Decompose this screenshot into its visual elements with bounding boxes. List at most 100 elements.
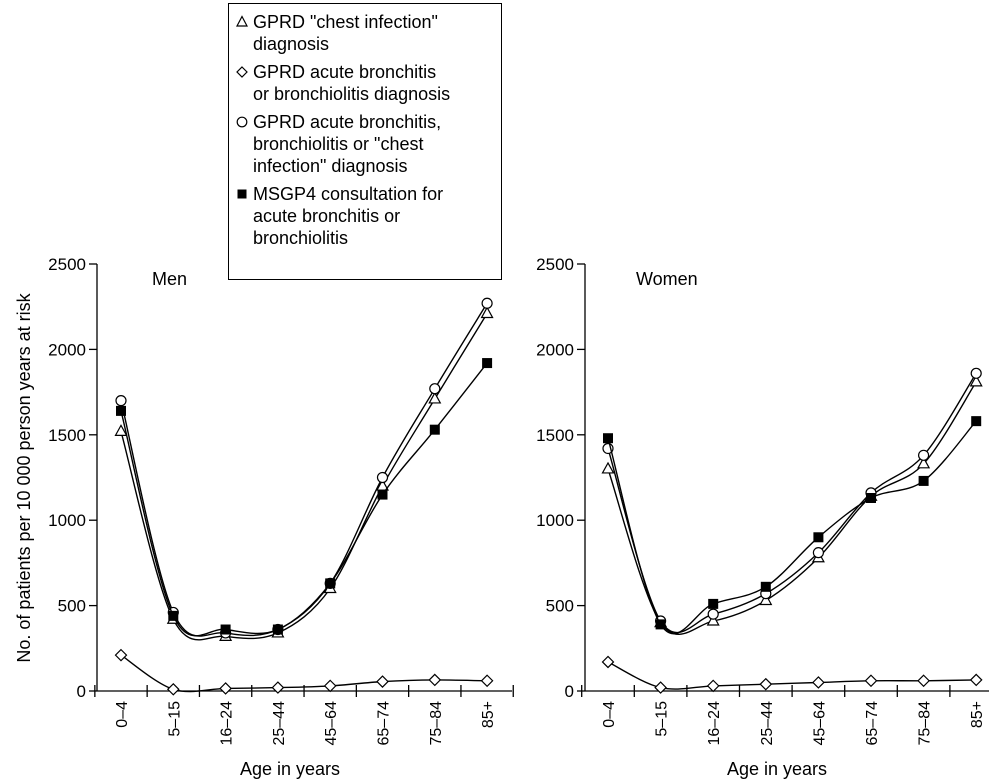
y-tick-label: 2000 bbox=[536, 340, 574, 359]
diamond-point-65-74 bbox=[864, 674, 878, 688]
series-line bbox=[607, 381, 977, 636]
panel-title: Men bbox=[152, 269, 187, 289]
triangle-point-16-24 bbox=[706, 613, 720, 626]
diamond-point-25-44 bbox=[759, 677, 773, 691]
circle-point-85 bbox=[970, 367, 982, 379]
diamond-point-45-64 bbox=[812, 676, 825, 689]
women-chart: 0 500 1000 1500 2000 2500 0–4 5–15 16–24 25–44 45–… bbox=[536, 255, 989, 779]
x-tick-label-0-4: 0–4 bbox=[601, 701, 618, 728]
diamond-point-25-44 bbox=[271, 681, 285, 694]
x-tick-label-65-74: 65–74 bbox=[864, 701, 881, 746]
y-axis-label: No. of patients per 10 000 person years … bbox=[14, 292, 34, 662]
square-point-65-74 bbox=[866, 492, 876, 503]
series-circle bbox=[602, 367, 982, 634]
triangle-marker-icon bbox=[235, 11, 253, 33]
square-point-16-24 bbox=[708, 598, 719, 609]
circle-point-65-74 bbox=[376, 471, 389, 484]
y-tick-label: 500 bbox=[546, 597, 574, 616]
y-tick-label: 1000 bbox=[48, 511, 86, 530]
square-point-5-15 bbox=[655, 619, 666, 630]
series-square bbox=[116, 358, 493, 637]
series-circle bbox=[115, 297, 493, 639]
x-tick-label-5-15: 5–15 bbox=[166, 701, 183, 737]
diamond-point-85 bbox=[969, 673, 983, 687]
x-tick-label-45-64: 45–64 bbox=[811, 701, 828, 746]
series-diamond bbox=[114, 648, 494, 696]
diamond-point-0-4 bbox=[601, 655, 615, 669]
circle-point-16-24 bbox=[707, 608, 719, 620]
y-tick-label: 500 bbox=[58, 597, 86, 616]
triangle-point-0-4 bbox=[601, 461, 615, 474]
square-point-65-74 bbox=[377, 489, 388, 500]
square-point-0-4 bbox=[603, 433, 613, 444]
legend-item-combined: GPRD acute bronchitis, bronchiolitis or … bbox=[235, 111, 495, 177]
x-tick-label-0-4: 0–4 bbox=[114, 701, 131, 728]
y-tick-label: 2500 bbox=[536, 255, 574, 274]
circle-point-45-64 bbox=[812, 547, 825, 559]
x-axis-label: Age in years bbox=[727, 759, 827, 779]
square-point-45-64 bbox=[813, 532, 824, 543]
series-triangle bbox=[601, 374, 983, 636]
triangle-point-75-84 bbox=[917, 456, 931, 469]
y-tick-label: 1000 bbox=[536, 511, 574, 530]
x-tick-label-16-24: 16–24 bbox=[219, 701, 236, 746]
x-tick-label-16-24: 16–24 bbox=[706, 701, 723, 746]
triangle-point-85 bbox=[969, 374, 983, 387]
x-tick-label-45-64: 45–64 bbox=[323, 701, 340, 746]
series-line bbox=[120, 313, 488, 641]
square-point-25-44 bbox=[272, 624, 283, 635]
square-point-75-84 bbox=[918, 475, 929, 486]
legend-label: GPRD "chest infection" diagnosis bbox=[253, 12, 438, 54]
series-line bbox=[607, 372, 977, 634]
legend-item-acute-bronchitis: GPRD acute bronchitis or bronchiolitis d… bbox=[235, 61, 495, 105]
series-triangle bbox=[114, 306, 494, 641]
diamond-point-5-15 bbox=[166, 682, 180, 696]
square-marker-icon bbox=[235, 183, 253, 205]
diamond-point-0-4 bbox=[114, 648, 128, 662]
y-tick-label: 2500 bbox=[48, 255, 86, 274]
square-point-85 bbox=[971, 416, 982, 427]
y-tick-label: 0 bbox=[77, 682, 86, 701]
legend-item-msgp4: MSGP4 consultation for acute bronchitis … bbox=[235, 183, 495, 249]
x-tick-label-75-84: 75–84 bbox=[917, 701, 934, 746]
y-tick-label: 1500 bbox=[536, 426, 574, 445]
x-tick-label-75-84: 75–84 bbox=[428, 701, 445, 746]
square-point-5-15 bbox=[168, 610, 179, 621]
legend-label: MSGP4 consultation for acute bronchitis … bbox=[253, 184, 444, 248]
series-diamond bbox=[601, 655, 983, 694]
diamond-point-45-64 bbox=[323, 679, 337, 693]
y-tick-label: 1500 bbox=[48, 426, 86, 445]
square-point-25-44 bbox=[760, 581, 771, 592]
circle-point-0-4 bbox=[115, 395, 127, 407]
x-tick-label-25-44: 25–44 bbox=[759, 701, 776, 746]
x-tick-label-85: 85+ bbox=[480, 701, 497, 728]
legend-label: GPRD acute bronchitis, bronchiolitis or … bbox=[253, 112, 442, 176]
diamond-point-75-84 bbox=[917, 674, 930, 688]
x-tick-label-85: 85+ bbox=[969, 701, 986, 728]
diamond-point-75-84 bbox=[428, 673, 442, 687]
panel-title: Women bbox=[636, 269, 698, 289]
x-tick-label-25-44: 25–44 bbox=[271, 701, 288, 746]
square-point-45-64 bbox=[325, 578, 336, 589]
diamond-point-5-15 bbox=[654, 681, 667, 694]
legend-label: GPRD acute bronchitis or bronchiolitis d… bbox=[253, 62, 451, 104]
diamond-point-16-24 bbox=[219, 682, 232, 695]
legend-item-chest-infection: GPRD "chest infection" diagnosis bbox=[235, 11, 495, 55]
square-point-85 bbox=[482, 358, 493, 369]
triangle-point-85 bbox=[480, 306, 494, 319]
circle-point-75-84 bbox=[429, 383, 441, 395]
square-point-0-4 bbox=[116, 405, 126, 416]
triangle-point-25-44 bbox=[759, 593, 773, 606]
triangle-point-75-84 bbox=[428, 391, 442, 404]
square-point-16-24 bbox=[220, 624, 231, 635]
series-line bbox=[120, 362, 488, 637]
circle-point-75-84 bbox=[917, 449, 930, 461]
x-tick-label-5-15: 5–15 bbox=[654, 701, 671, 737]
series-line bbox=[607, 420, 977, 635]
circle-marker-icon bbox=[235, 111, 253, 133]
diamond-point-65-74 bbox=[376, 675, 389, 688]
diamond-marker-icon bbox=[235, 61, 253, 83]
circle-point-85 bbox=[481, 297, 493, 309]
x-axis-label: Age in years bbox=[240, 759, 340, 779]
